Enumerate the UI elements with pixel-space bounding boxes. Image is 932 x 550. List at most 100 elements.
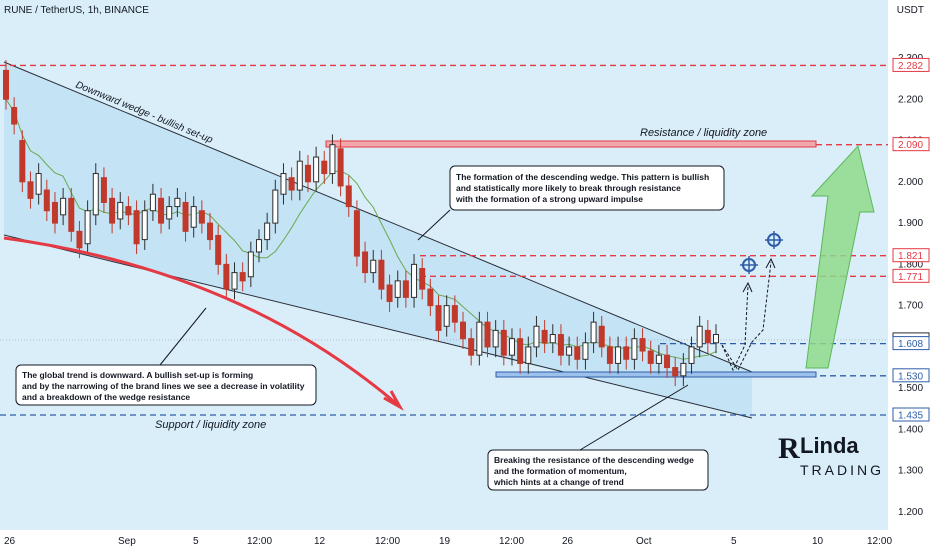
candle-body: [35, 173, 42, 195]
x-tick-label: 12:00: [499, 536, 524, 547]
candle-body: [125, 206, 132, 216]
candle-body: [615, 346, 622, 364]
price-label-badge: [892, 368, 930, 383]
price-label-text: 1.530: [898, 371, 923, 382]
candle-body: [468, 338, 475, 356]
projection-arrowhead-1: [742, 281, 753, 293]
candle-body: [255, 239, 262, 253]
candle-body: [207, 222, 214, 241]
candle-body: [296, 160, 303, 191]
x-tick-label: 19: [439, 536, 451, 547]
y-tick-label: 1.200: [898, 507, 923, 518]
svg-text:R: R: [778, 432, 800, 465]
candle-body: [68, 197, 75, 232]
candle-body: [3, 69, 9, 100]
support-zone-label: Support / liquidity zone: [155, 419, 266, 431]
candle-body: [508, 338, 515, 356]
candle-body: [655, 354, 662, 364]
wedge-lower-line: [3, 234, 753, 419]
candle-body: [304, 164, 311, 183]
candle-body: [215, 234, 222, 265]
note-wedge-callout: The formation of the descending wedge. T…: [449, 165, 725, 211]
note-wedge-connector: [417, 209, 451, 241]
y-tick-label: 1.500: [898, 383, 923, 394]
candle-body: [606, 346, 613, 364]
candle-body: [435, 305, 442, 331]
candle-body: [264, 222, 271, 241]
price-label-text: 1.435: [898, 411, 923, 422]
candle-body: [419, 267, 426, 290]
candle-body: [182, 201, 189, 232]
candle-body: [484, 321, 491, 348]
price-label-badge: [892, 336, 930, 351]
candle-body: [394, 280, 401, 298]
resistance-zone-box: [325, 140, 817, 148]
candle-body: [345, 185, 352, 208]
note-wedge-line-2: and statistically more likely to break t…: [456, 183, 681, 193]
candle-body: [51, 201, 58, 224]
candle-body: [411, 263, 418, 298]
candle-body: [313, 156, 320, 183]
watermark-logo: R Linda TRADING: [778, 432, 881, 478]
candle-body: [378, 259, 385, 290]
candle-body: [672, 367, 679, 377]
x-tick-label: 10: [812, 536, 824, 547]
note-trend-connector: [159, 307, 207, 366]
candle-body: [590, 321, 597, 344]
x-tick-label: 5: [193, 536, 199, 547]
x-tick-label: 12:00: [867, 536, 892, 547]
candle-body: [688, 346, 695, 364]
candle-body: [476, 321, 483, 356]
candle-body: [158, 197, 165, 224]
note-wedge-line-1: The formation of the descending wedge. T…: [456, 172, 709, 182]
bullish-projection-arrow: [805, 144, 875, 369]
candle-body: [680, 362, 687, 377]
candle-body: [386, 284, 393, 303]
candle-body: [231, 272, 238, 290]
candle-body: [321, 160, 328, 175]
candle-body: [647, 350, 654, 364]
candle-body: [92, 173, 99, 216]
y-tick-label: 1.800: [898, 259, 923, 270]
candle-body: [166, 206, 173, 220]
candle-body: [174, 197, 181, 208]
candle-body: [133, 210, 140, 245]
candle-body: [84, 210, 91, 245]
note-breakout-line-3: which hints at a change of trend: [493, 477, 624, 487]
candle-body: [149, 193, 156, 212]
x-tick-label: Sep: [118, 536, 136, 547]
price-label-text: 2.282: [898, 61, 923, 72]
note-breakout-connector: [579, 384, 689, 451]
candle-body: [60, 197, 67, 216]
x-tick-label: 12:00: [375, 536, 400, 547]
svg-text:Linda: Linda: [800, 433, 859, 458]
candle-body: [451, 305, 458, 323]
candle-body: [704, 329, 711, 344]
candle-body: [370, 259, 377, 274]
y-tick-label: 2.200: [898, 94, 923, 105]
candle-body: [631, 338, 638, 360]
descending-wedge: [4, 62, 752, 418]
candle-body: [492, 329, 499, 348]
candle-body: [27, 181, 34, 199]
symbol-header: RUNE / TetherUS, 1h, BINANCE: [4, 5, 149, 16]
candle-body: [623, 346, 630, 360]
target-icon: [765, 231, 783, 249]
projection-arrowhead-2: [765, 257, 776, 269]
price-label-badge: [892, 57, 930, 72]
candle-body: [443, 305, 450, 327]
candle-body: [272, 189, 279, 224]
note-breakout-line-1: Breaking the resistance of the descendin…: [494, 455, 694, 465]
candle-body: [247, 251, 254, 278]
price-label-text: 2.090: [898, 140, 923, 151]
candle-body: [402, 280, 409, 298]
moving-average-line: [5, 99, 717, 360]
price-label-badge: [892, 268, 930, 283]
y-tick-label: 1.900: [898, 218, 923, 229]
candle-body: [141, 210, 148, 241]
candle-body: [582, 342, 589, 360]
note-trend-line-2: and by the narrowing of the brand lines …: [22, 381, 305, 391]
y-tick-label: 1.400: [898, 424, 923, 435]
